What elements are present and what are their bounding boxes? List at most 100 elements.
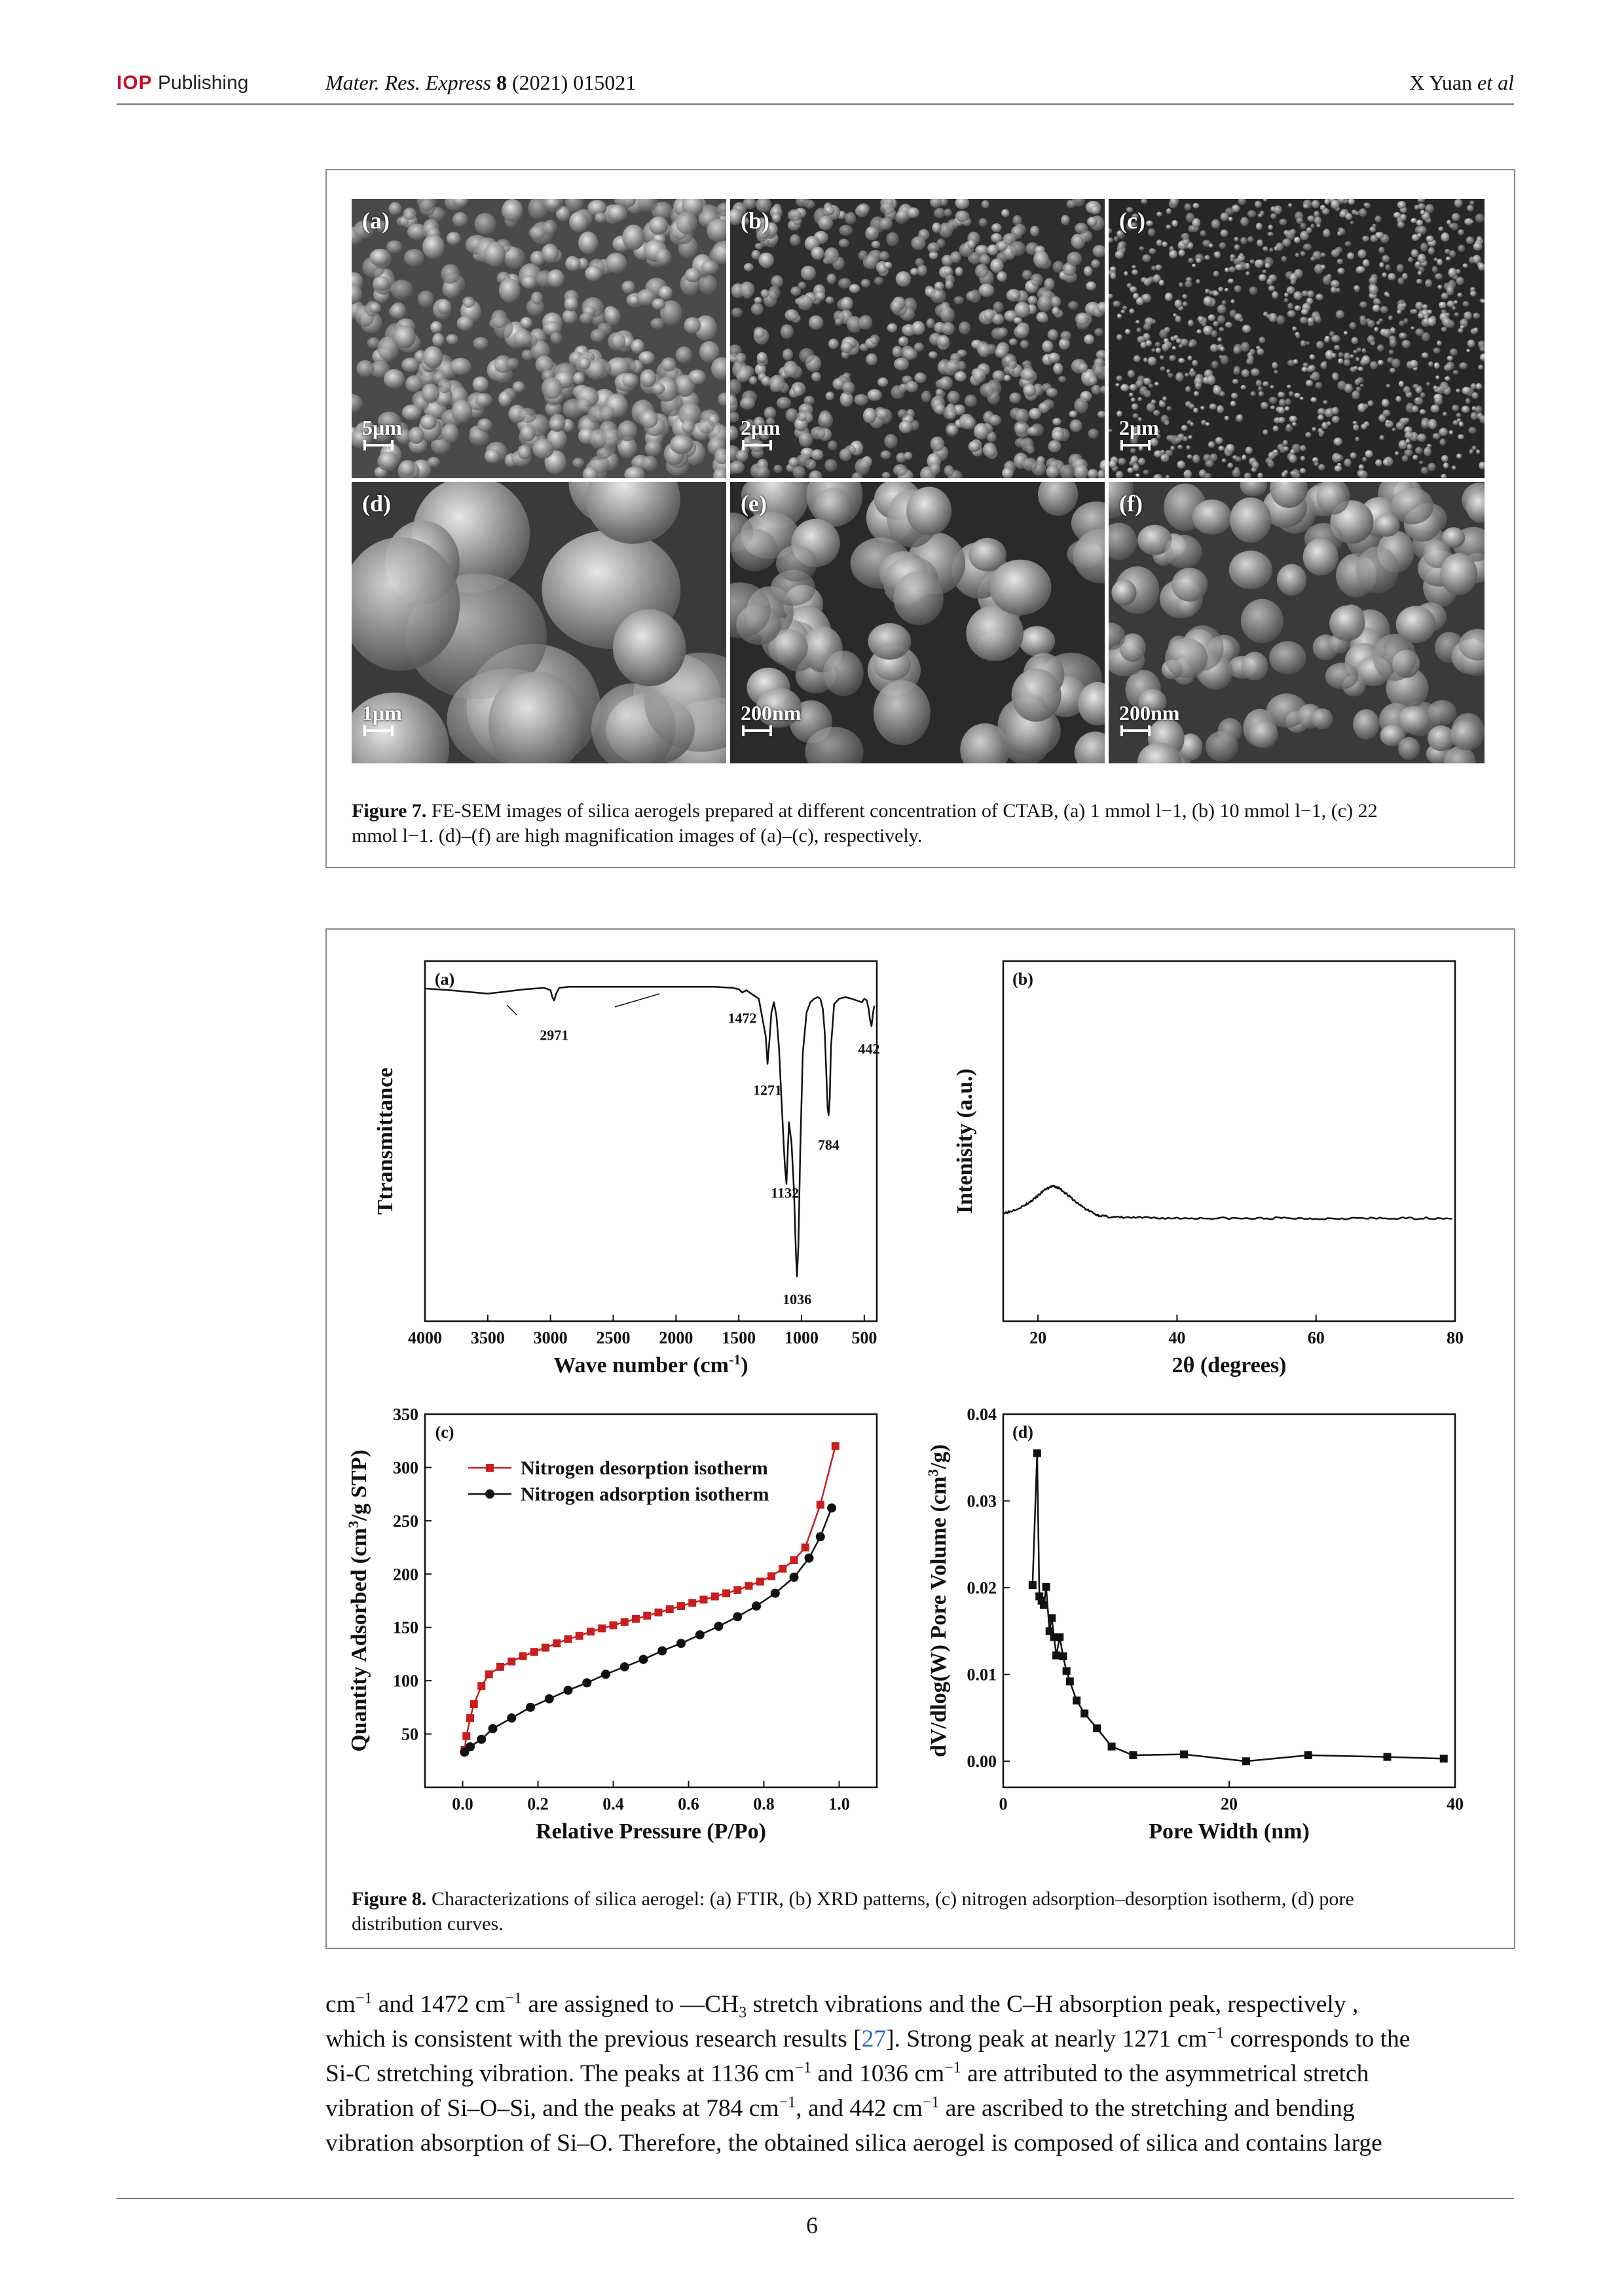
y-tick-label: 200 — [393, 1565, 418, 1584]
y-tick-label: 0.01 — [967, 1666, 997, 1685]
citation-link[interactable]: 27 — [861, 2026, 887, 2052]
ftir-line — [424, 986, 876, 1278]
x-tick-label: 80 — [1447, 1328, 1464, 1347]
y-axis-label: Ttransmittance — [373, 1068, 397, 1215]
x-tick-label: 1000 — [784, 1328, 819, 1347]
data-point — [752, 1601, 761, 1611]
data-point — [677, 1602, 685, 1611]
data-point — [462, 1732, 471, 1740]
data-point — [507, 1657, 516, 1666]
body-line: which is consistent with the previous re… — [325, 2024, 1411, 2053]
x-tick-label: 1.0 — [828, 1795, 850, 1813]
sem-panel-a: (a) 5μm — [352, 199, 726, 478]
y-tick-label: 100 — [393, 1671, 418, 1690]
sem-texture — [730, 482, 1105, 763]
x-tick-label: 0 — [999, 1795, 1008, 1813]
panel-label: (d) — [362, 490, 391, 517]
figure-7: (a) 5μm (b) 2μm (c) 2μm (d) 1μm (e) 200n… — [325, 169, 1515, 868]
chart-pore-distribution: (d) 0 20 40 0.00 0.01 0.02 0.03 0.04 Pore Width (… — [925, 1405, 1464, 1844]
x-tick-label: 0.6 — [678, 1795, 699, 1813]
data-point — [643, 1611, 652, 1620]
data-point — [544, 1694, 554, 1704]
data-point — [710, 1592, 719, 1601]
peak-label: 1472 — [728, 1010, 757, 1026]
data-point — [816, 1501, 824, 1509]
figure-7-caption: Figure 7. FE-SEM images of silica aeroge… — [352, 800, 1378, 847]
data-point — [564, 1635, 572, 1643]
data-point — [542, 1643, 549, 1652]
panel-label: (c) — [435, 1423, 454, 1442]
panel-label: (d) — [1012, 1423, 1033, 1442]
sem-texture — [352, 482, 726, 763]
scale-label: 5μm — [362, 416, 402, 439]
data-point — [1033, 1449, 1041, 1457]
data-point — [779, 1565, 787, 1573]
body-line: vibration absorption of Si–O. Therefore,… — [325, 2130, 1382, 2157]
peak-label: 1036 — [783, 1291, 811, 1307]
data-point — [745, 1582, 753, 1590]
sem-panel-c: (c) 2μm — [1109, 199, 1485, 478]
scale-bar — [1120, 725, 1151, 736]
data-point — [466, 1742, 475, 1752]
x-tick-label: 4000 — [408, 1328, 442, 1347]
data-point — [1107, 1742, 1116, 1751]
peak-label: 1271 — [753, 1082, 782, 1098]
panel-label: (c) — [1119, 208, 1145, 234]
sem-panel-b: (b) 2μm — [730, 199, 1105, 478]
data-point — [1045, 1627, 1054, 1635]
data-point — [496, 1662, 504, 1671]
y-tick-label: 350 — [393, 1405, 418, 1424]
data-point — [767, 1572, 775, 1580]
data-point — [620, 1618, 629, 1626]
running-author: X Yuan et al — [1409, 71, 1514, 94]
body-line: cm−1 and 1472 cm−1 are assigned to —CH3 … — [325, 1990, 1359, 2022]
adsorption-series: Nitrogen adsorption isotherm — [460, 1484, 836, 1757]
data-point — [470, 1700, 478, 1708]
data-point — [477, 1734, 487, 1744]
data-point — [1062, 1667, 1071, 1675]
x-tick-label: 60 — [1308, 1328, 1325, 1347]
data-point — [488, 1724, 498, 1734]
scale-label: 1μm — [362, 701, 402, 725]
x-tick-label: 40 — [1168, 1328, 1185, 1347]
data-point — [1304, 1751, 1312, 1759]
data-point — [804, 1553, 814, 1563]
x-axis-label: Pore Width (nm) — [1149, 1819, 1310, 1844]
y-tick-label: 150 — [393, 1618, 418, 1637]
data-point — [815, 1532, 825, 1542]
scale-bar — [742, 725, 772, 736]
x-axis-label: 2θ (degrees) — [1172, 1353, 1287, 1377]
legend-label: Nitrogen desorption isotherm — [521, 1457, 768, 1479]
data-point — [1383, 1753, 1392, 1761]
sem-panel-f: (f) 200nm — [1109, 482, 1485, 763]
desorption-series: Nitrogen desorption isotherm — [460, 1442, 840, 1754]
peak-label: 784 — [818, 1137, 840, 1153]
x-tick-label: 3500 — [471, 1328, 505, 1347]
data-point — [770, 1588, 780, 1598]
data-point — [790, 1556, 798, 1565]
x-tick-label: 2500 — [597, 1328, 631, 1347]
data-point — [801, 1543, 809, 1552]
data-point — [1028, 1581, 1037, 1590]
y-tick-label: 0.02 — [967, 1578, 997, 1597]
x-tick-label: 0.0 — [452, 1795, 473, 1813]
data-point — [530, 1648, 538, 1656]
x-tick-label: 40 — [1447, 1795, 1464, 1813]
x-tick-label: 20 — [1029, 1328, 1046, 1347]
sem-panel-e: (e) 200nm — [730, 482, 1105, 763]
sem-texture — [730, 199, 1105, 478]
data-point — [1059, 1652, 1067, 1660]
y-tick-label: 250 — [393, 1512, 418, 1531]
data-point — [699, 1595, 708, 1604]
data-point — [638, 1654, 648, 1664]
chart-isotherm: (c) 0.0 0.2 0.4 0.6 0.8 1.0 50 100 150 200 250 300 35… — [345, 1405, 878, 1844]
data-point — [722, 1589, 730, 1597]
data-point — [1040, 1601, 1048, 1609]
panel-label: (b) — [1012, 970, 1033, 989]
data-point — [1180, 1750, 1188, 1758]
figure-8-caption: Figure 8. Characterizations of silica ae… — [352, 1888, 1354, 1935]
scale-label: 2μm — [1119, 416, 1159, 439]
chart-ftir: (a) 4000 3500 3000 2500 2000 1500 1000 500 Wave n… — [373, 960, 879, 1377]
peak-arrow — [506, 1004, 517, 1015]
x-tick-label: 20 — [1221, 1795, 1238, 1813]
